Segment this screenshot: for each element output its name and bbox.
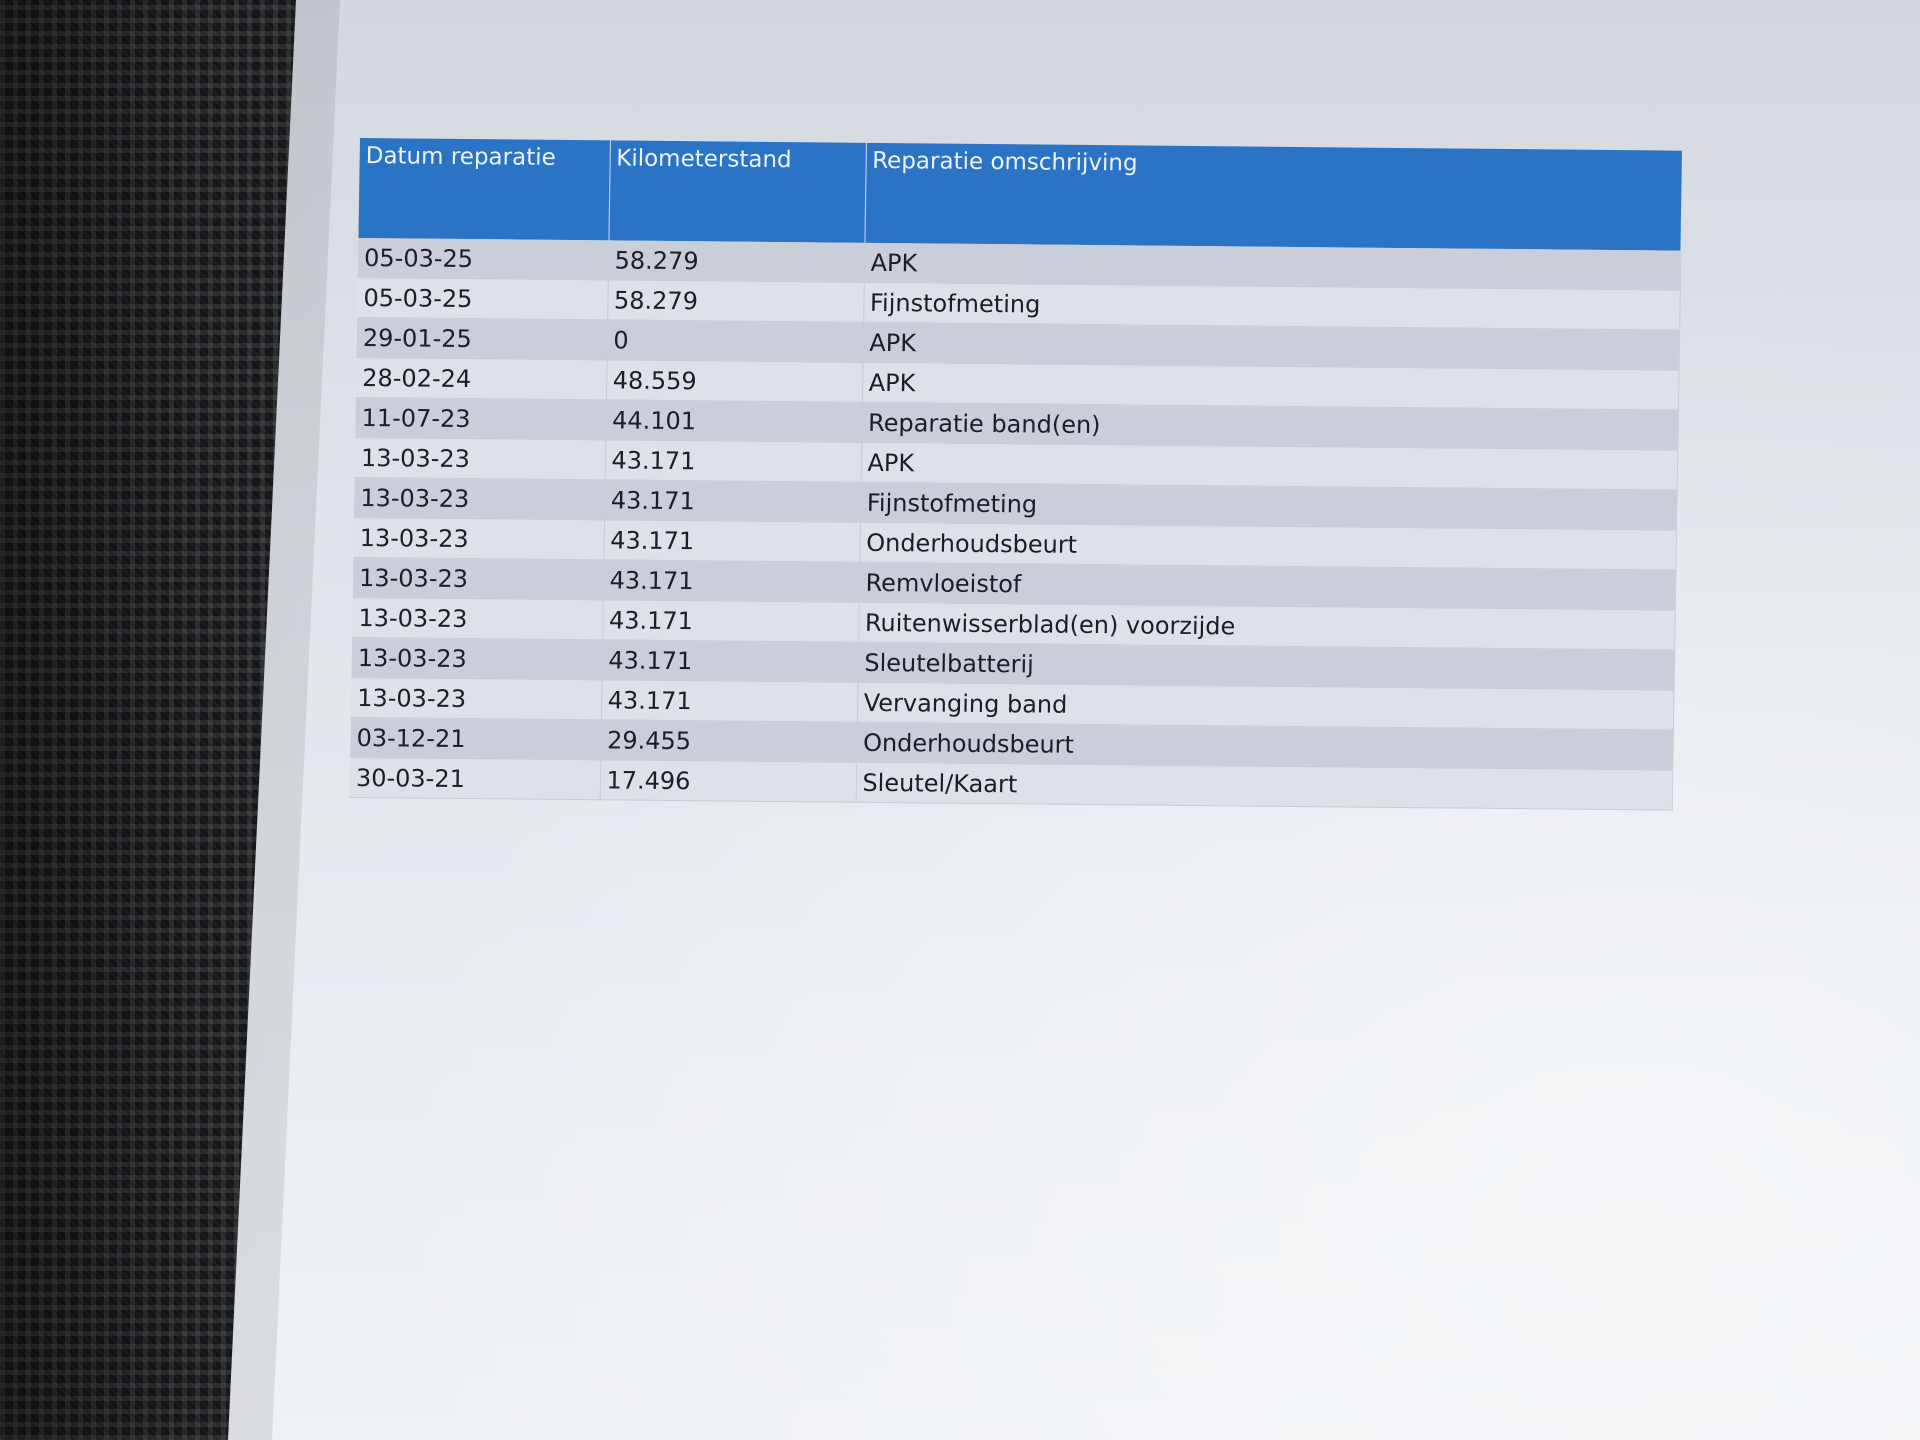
cell-mileage: 43.171 [604,439,862,483]
cell-date: 13-03-23 [350,677,602,720]
cell-mileage: 43.171 [600,679,858,723]
cell-date: 13-03-23 [351,637,603,680]
cell-mileage: 48.559 [605,359,863,403]
cell-date: 05-03-25 [357,277,608,320]
repair-history-table: Datum reparatie Kilometerstand Reparatie… [349,138,1683,811]
cell-date: 13-03-23 [352,557,604,600]
cell-description: Sleutel/Kaart [855,762,1673,811]
cell-mileage: 58.279 [607,279,864,323]
cell-date: 13-03-23 [354,437,606,480]
cell-mileage: 43.171 [601,639,859,683]
cell-date: 11-07-23 [355,397,606,440]
cell-date: 28-02-24 [355,357,607,400]
header-datum-reparatie: Datum reparatie [358,138,610,241]
cell-date: 05-03-25 [357,237,609,280]
cell-date: 29-01-25 [356,317,608,360]
cell-date: 03-12-21 [350,717,601,760]
cell-mileage: 0 [606,319,864,363]
cell-mileage: 43.171 [604,479,861,523]
cell-mileage: 17.496 [599,759,857,803]
table-header-row: Datum reparatie Kilometerstand Reparatie… [358,138,1682,251]
cell-mileage: 58.279 [607,240,865,283]
cell-date: 13-03-23 [352,597,603,640]
cell-date: 13-03-23 [354,477,605,520]
header-kilometerstand: Kilometerstand [608,140,866,243]
cell-mileage: 44.101 [605,399,862,443]
cell-date: 30-03-21 [349,757,601,800]
header-reparatie-omschrijving: Reparatie omschrijving [864,142,1682,251]
cell-mileage: 43.171 [603,519,861,563]
cell-mileage: 43.171 [602,599,859,643]
cell-mileage: 29.455 [600,719,857,763]
repair-history-table-wrapper: Datum reparatie Kilometerstand Reparatie… [349,138,1683,811]
cell-date: 13-03-23 [353,517,605,560]
cell-mileage: 43.171 [602,559,860,603]
